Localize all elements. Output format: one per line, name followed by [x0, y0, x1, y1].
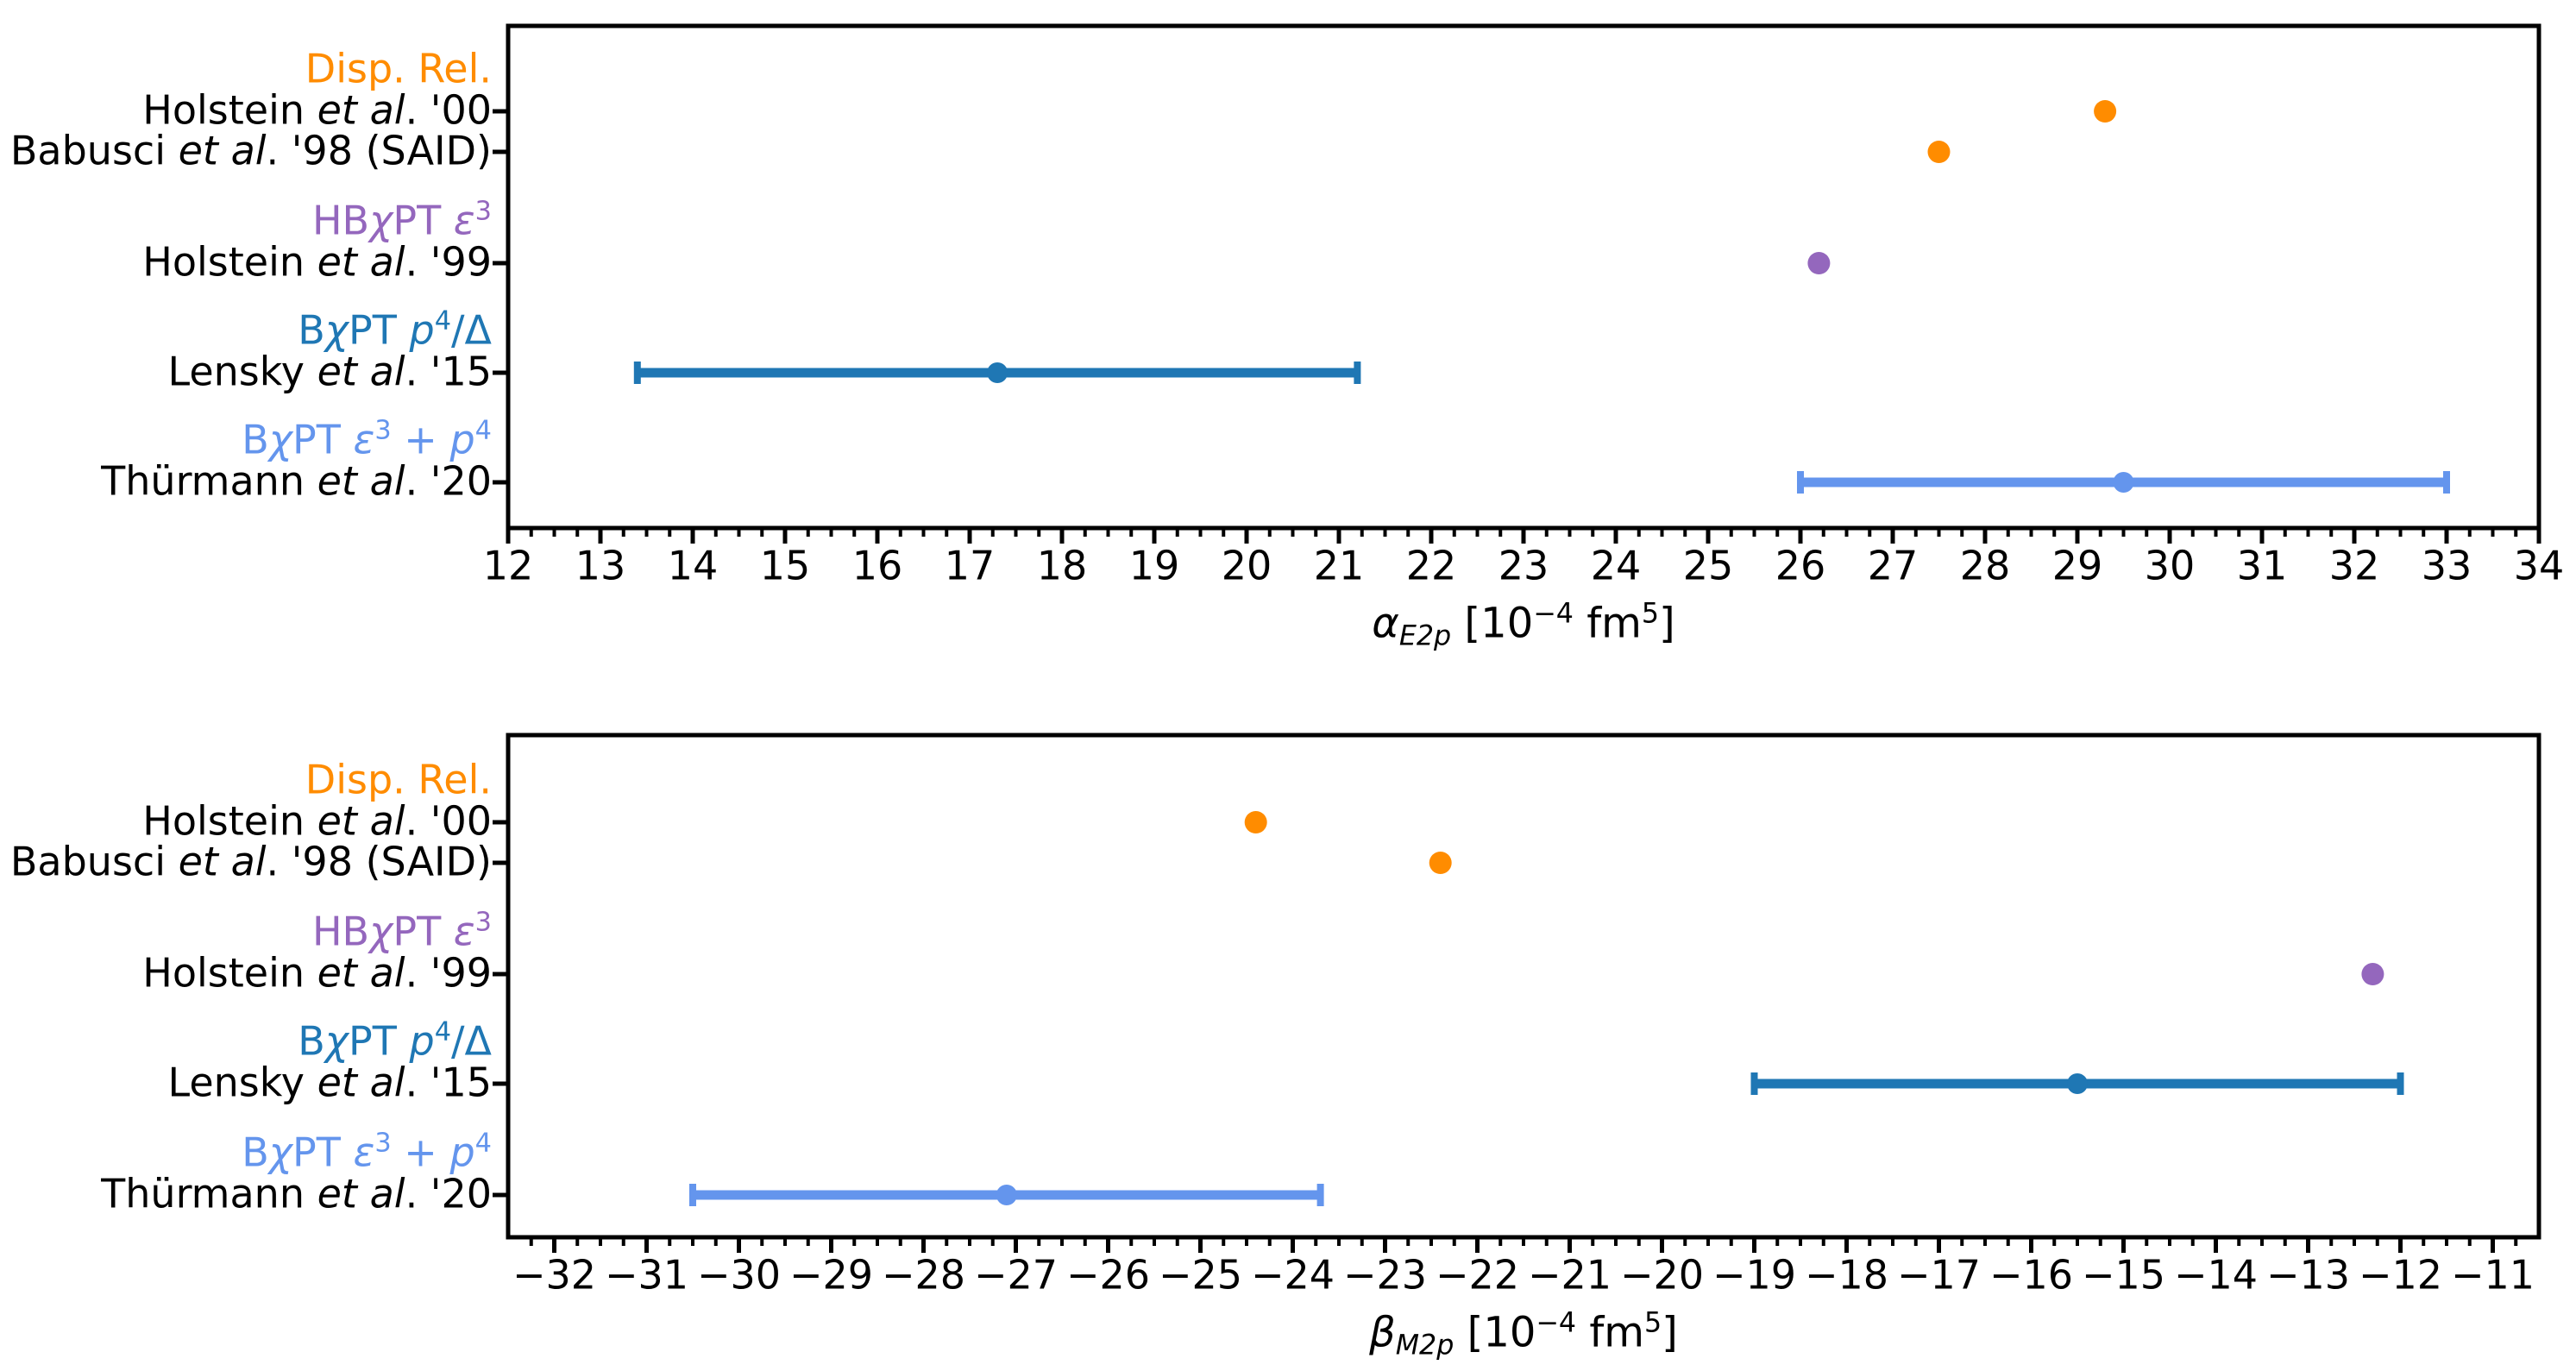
group-header: BχPT p4/Δ	[298, 306, 492, 354]
x-tick-label: 30	[2144, 542, 2196, 589]
x-tick-label: −30	[696, 1251, 782, 1299]
x-tick-label: 20	[1221, 542, 1272, 589]
x-tick-label: −29	[789, 1251, 874, 1299]
x-tick-label: 23	[1498, 542, 1549, 589]
x-tick-label: −28	[881, 1251, 966, 1299]
x-tick-label: −12	[2358, 1251, 2443, 1299]
x-tick-label: −20	[1619, 1251, 1705, 1299]
x-tick-label: 26	[1775, 542, 1826, 589]
x-tick-label: 17	[944, 542, 996, 589]
row-label: Babusci et al. '98 (SAID)	[9, 838, 492, 885]
x-tick-label: −23	[1342, 1251, 1428, 1299]
x-tick-label: 15	[759, 542, 811, 589]
x-tick-label: 16	[851, 542, 903, 589]
axes-frame	[506, 733, 2541, 1240]
x-tick-label: 21	[1313, 542, 1365, 589]
axes-frame	[506, 23, 2541, 531]
data-point	[1244, 811, 1267, 833]
row-label: Holstein et al. '99	[142, 949, 492, 997]
x-tick-label: −18	[1804, 1251, 1889, 1299]
data-point	[1807, 252, 1831, 274]
x-tick-label: 12	[482, 542, 534, 589]
x-tick-label: −15	[2081, 1251, 2166, 1299]
x-tick-label: −17	[1896, 1251, 1982, 1299]
x-tick-label: −24	[1250, 1251, 1335, 1299]
x-tick-label: −14	[2173, 1251, 2259, 1299]
row-label: Thürmann et al. '20	[101, 1170, 492, 1217]
x-tick-label: −22	[1435, 1251, 1520, 1299]
group-header: Disp. Rel.	[305, 45, 492, 92]
error-bar	[689, 1184, 1324, 1206]
x-tick-label: 31	[2236, 542, 2288, 589]
x-tick-label: 32	[2328, 542, 2380, 589]
row-label: Lensky et al. '15	[167, 1059, 492, 1106]
error-bar	[1750, 1072, 2404, 1095]
row-label: Holstein et al. '00	[142, 86, 492, 134]
row-label: Holstein et al. '99	[142, 238, 492, 286]
x-axis-label: αE2p [10−4 fm5]	[1372, 598, 1675, 652]
top-panel	[493, 23, 2541, 544]
data-point	[2361, 963, 2384, 985]
x-tick-label: 28	[1959, 542, 2011, 589]
x-tick-label: 29	[2051, 542, 2103, 589]
x-tick-label: 34	[2513, 542, 2565, 589]
error-bar	[1797, 471, 2450, 494]
x-tick-label: −32	[512, 1251, 597, 1299]
row-label: Babusci et al. '98 (SAID)	[9, 127, 492, 174]
row-label: Thürmann et al. '20	[101, 457, 492, 505]
x-tick-label: −25	[1158, 1251, 1243, 1299]
x-tick-label: −21	[1527, 1251, 1612, 1299]
group-header: BχPT p4/Δ	[298, 1017, 492, 1065]
x-tick-label: −19	[1712, 1251, 1797, 1299]
data-point	[1927, 141, 1951, 163]
data-point	[1429, 852, 1452, 874]
group-header: HBχPT ε3	[311, 197, 492, 244]
x-tick-label: 25	[1682, 542, 1734, 589]
x-tick-label: −31	[604, 1251, 689, 1299]
group-header: BχPT ε3 + p4	[242, 416, 492, 463]
x-axis-label: βM2p [10−4 fm5]	[1369, 1307, 1678, 1362]
x-tick-label: −27	[973, 1251, 1059, 1299]
x-tick-label: −26	[1065, 1251, 1151, 1299]
x-tick-label: −13	[2265, 1251, 2351, 1299]
x-tick-label: −16	[1989, 1251, 2074, 1299]
error-bar	[633, 362, 1361, 384]
x-tick-label: 27	[1867, 542, 1919, 589]
x-tick-label: 19	[1128, 542, 1180, 589]
group-header: BχPT ε3 + p4	[242, 1129, 492, 1176]
bottom-panel	[493, 733, 2541, 1253]
x-tick-label: −11	[2450, 1251, 2535, 1299]
x-tick-label: 14	[667, 542, 719, 589]
x-tick-label: 24	[1590, 542, 1642, 589]
group-header: HBχPT ε3	[311, 908, 492, 955]
x-tick-label: 18	[1036, 542, 1088, 589]
x-tick-label: 33	[2421, 542, 2472, 589]
group-header: Disp. Rel.	[305, 756, 492, 803]
x-tick-label: 22	[1405, 542, 1457, 589]
data-point	[2094, 100, 2117, 123]
row-label: Holstein et al. '00	[142, 797, 492, 845]
row-label: Lensky et al. '15	[167, 348, 492, 395]
x-tick-label: 13	[575, 542, 626, 589]
